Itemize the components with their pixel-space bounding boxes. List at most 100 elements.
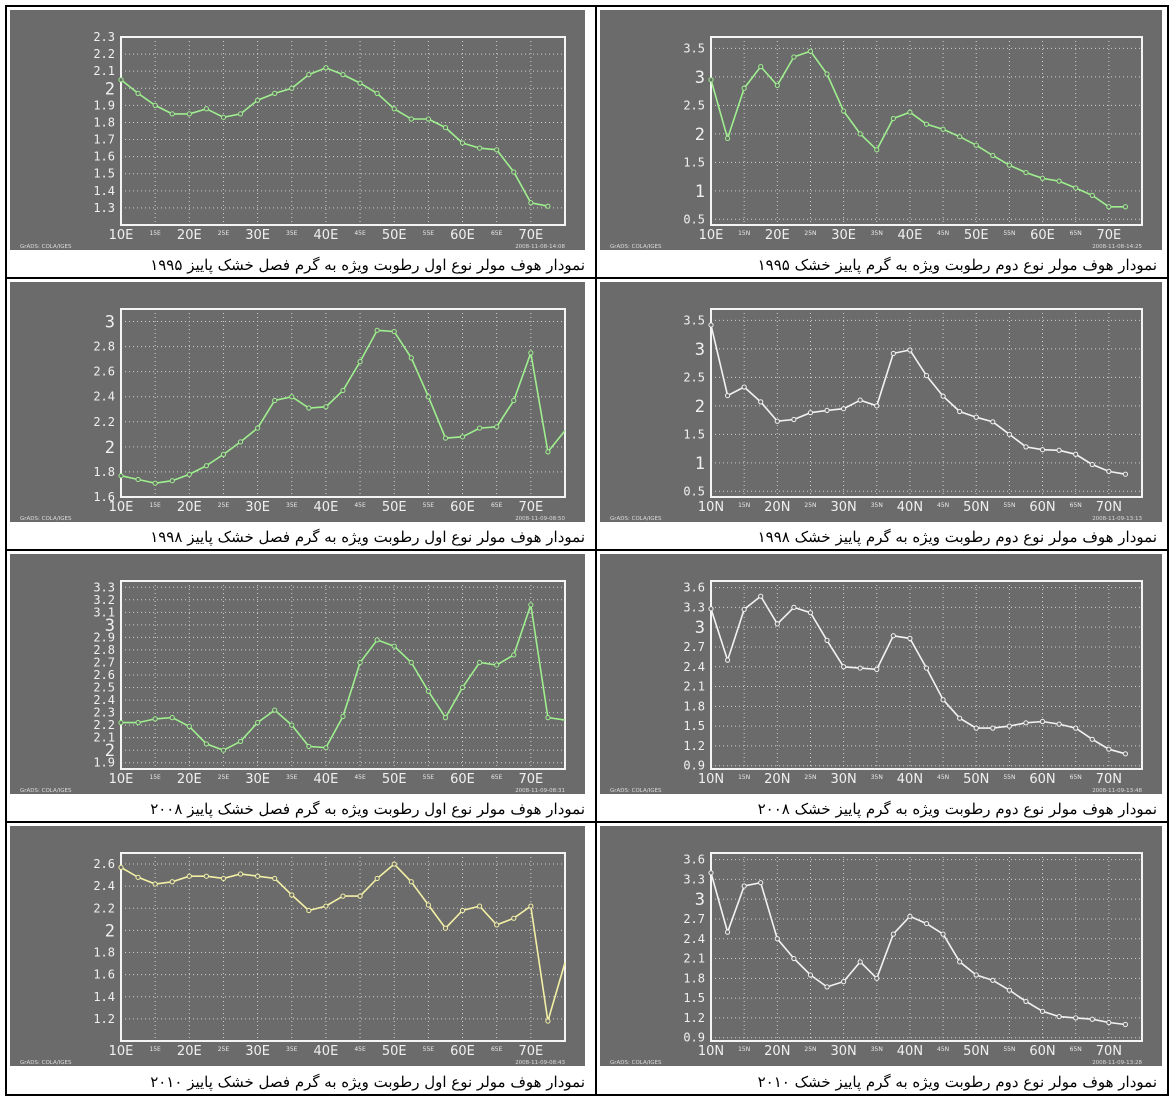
y-tick-label: 2.1 xyxy=(683,680,705,694)
line-chart: 1.2 1.4 1.6 1.8 2 2.2 2.4 2.6 10E 20E 30E 40E 50E 60E… xyxy=(20,852,566,1066)
data-point xyxy=(357,659,363,666)
x-tick-label: 20E xyxy=(765,228,790,243)
data-point xyxy=(459,140,466,146)
data-point xyxy=(1073,725,1079,731)
data-point xyxy=(1106,204,1112,210)
data-point xyxy=(477,145,483,151)
data-point xyxy=(708,870,714,876)
series-line xyxy=(710,595,1126,755)
y-tick-label: 3.6 xyxy=(683,581,705,595)
x-minor-tick-label: 45E xyxy=(354,1046,366,1053)
data-point xyxy=(357,80,363,86)
y-tick-label: 0.9 xyxy=(683,1031,705,1045)
cell-1998-type1: 1.6 1.8 2 2.2 2.4 2.6 2.8 3 10E 20E 30E 40E 50E 60E 70… xyxy=(7,279,595,549)
x-tick-label: 60E xyxy=(450,228,475,243)
x-tick-label: 70E xyxy=(518,772,543,787)
data-point xyxy=(255,720,261,726)
data-point xyxy=(1023,444,1029,450)
data-point xyxy=(923,121,930,127)
data-point xyxy=(237,738,244,745)
x-minor-tick-label: 35N xyxy=(871,1046,883,1053)
data-point xyxy=(528,350,534,356)
data-point xyxy=(528,602,534,608)
y-tick-label: 1.2 xyxy=(683,1011,705,1025)
data-point xyxy=(272,397,278,404)
data-point xyxy=(511,397,517,404)
y-tick-label: 2.5 xyxy=(683,370,705,384)
x-minor-tick-label: 25E xyxy=(218,502,230,509)
x-tick-label: 30N xyxy=(830,500,856,515)
data-point xyxy=(152,881,158,887)
figure-caption: نمودار هوف مولر نوع اول رطوبت ویژه به گر… xyxy=(150,800,585,818)
x-tick-label: 60N xyxy=(1029,1044,1055,1059)
y-tick-label: 3.6 xyxy=(683,853,705,867)
credit-label: GrADS: COLA/IGES xyxy=(20,1060,72,1066)
data-point xyxy=(220,875,227,882)
data-point xyxy=(237,871,244,877)
data-point xyxy=(1106,746,1112,752)
y-tick-label: 3.3 xyxy=(93,580,115,594)
series-line xyxy=(120,863,566,1022)
line-chart: 1.6 1.8 2 2.2 2.4 2.6 2.8 3 10E 20E 30E 40E 50E 60E 70… xyxy=(20,308,566,522)
chart-panel: 1.9 2 2.1 2.2 2.3 2.4 2.5 2.6 2.7 2.8 2.9 3 3.1 3.2 3.… xyxy=(10,554,585,794)
x-tick-label: 30N xyxy=(830,1044,856,1059)
data-point xyxy=(391,328,397,335)
data-point xyxy=(1089,192,1095,198)
data-point xyxy=(824,407,830,414)
y-tick-label: 2.2 xyxy=(93,415,115,429)
x-minor-tick-label: 35E xyxy=(286,1046,298,1053)
figure-caption: نمودار هوف مولر نوع اول رطوبت ویژه به گر… xyxy=(150,528,585,546)
data-point xyxy=(907,109,913,115)
x-tick-label: 60E xyxy=(1030,228,1055,243)
data-point xyxy=(408,879,414,885)
data-point xyxy=(186,873,192,879)
x-minor-tick-label: 35N xyxy=(871,774,883,781)
x-minor-tick-label: 45N xyxy=(937,502,949,509)
y-tick-label: 2.4 xyxy=(93,879,115,893)
credit-label: GrADS: COLA/IGES xyxy=(610,788,662,794)
y-tick-label: 2.4 xyxy=(93,693,115,707)
x-tick-label: 20E xyxy=(177,772,202,787)
y-tick-label: 1.4 xyxy=(93,990,115,1004)
chart-panel: 0.9 1.2 1.5 1.8 2.1 2.4 2.7 3 3.3 3.6 10N 20N 30N 40N… xyxy=(600,826,1162,1066)
data-point xyxy=(255,425,261,431)
y-tick-label: 2.4 xyxy=(93,390,115,404)
x-tick-label: 20N xyxy=(764,500,790,515)
data-point xyxy=(477,425,483,431)
data-point xyxy=(990,725,996,731)
data-point xyxy=(973,972,979,978)
x-tick-label: 50N xyxy=(963,500,989,515)
x-minor-tick-label: 35N xyxy=(871,502,883,509)
data-point xyxy=(152,102,158,108)
data-point xyxy=(391,643,397,649)
cell-2010-type1: 1.2 1.4 1.6 1.8 2 2.2 2.4 2.6 10E 20E 30E 40E 50E 60E… xyxy=(7,823,595,1094)
data-point xyxy=(203,741,209,747)
data-point xyxy=(272,875,278,882)
data-point xyxy=(220,747,227,753)
data-point xyxy=(890,931,896,937)
credit-label: GrADS: COLA/IGES xyxy=(20,244,72,250)
data-point xyxy=(459,434,466,440)
data-point xyxy=(957,959,963,965)
plot-frame xyxy=(710,308,1143,498)
data-point xyxy=(186,723,192,729)
data-point xyxy=(890,633,896,639)
data-point xyxy=(169,478,175,484)
x-minor-tick-label: 25N xyxy=(804,1046,816,1053)
y-tick-label: 1.9 xyxy=(93,756,115,770)
plot-frame xyxy=(120,580,566,770)
data-point xyxy=(741,384,747,390)
x-tick-label: 10E xyxy=(699,228,724,243)
data-point xyxy=(255,97,261,103)
timestamp-label: 2008-11-09-08:31 xyxy=(515,788,565,794)
data-point xyxy=(323,65,329,71)
y-tick-label: 2.6 xyxy=(93,668,115,682)
series-line xyxy=(710,324,1126,475)
credit-label: GrADS: COLA/IGES xyxy=(610,516,662,522)
data-point xyxy=(990,977,996,983)
x-minor-tick-label: 25E xyxy=(218,230,230,237)
x-tick-label: 70N xyxy=(1096,500,1122,515)
data-point xyxy=(391,106,397,112)
y-tick-label: 1.8 xyxy=(683,971,705,985)
x-tick-label: 20E xyxy=(177,500,202,515)
